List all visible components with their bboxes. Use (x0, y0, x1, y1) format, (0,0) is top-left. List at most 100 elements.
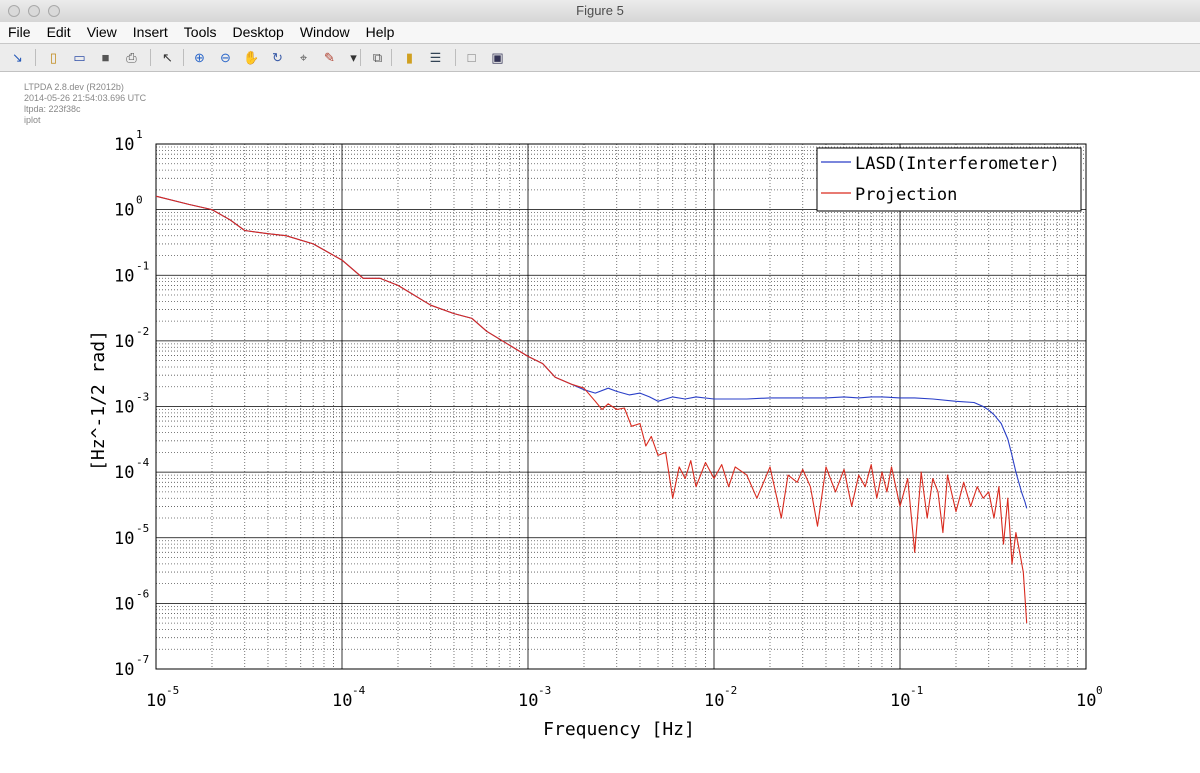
zoom-in-icon[interactable]: ⊕ (194, 50, 205, 65)
y-tick-label: 100 (114, 194, 143, 221)
y-tick-label: 10-1 (114, 259, 149, 286)
y-tick-label: 101 (114, 128, 143, 155)
y-tick-exponent: -5 (136, 522, 149, 535)
open-file-icon[interactable]: ▭ (73, 50, 86, 65)
pointer-icon[interactable]: ↖ (162, 50, 173, 65)
y-tick-exponent: -6 (136, 587, 149, 600)
x-tick-exponent: -3 (538, 684, 551, 697)
menu-view[interactable]: View (86, 24, 117, 40)
menu-window[interactable]: Window (299, 24, 350, 40)
x-tick-exponent: -1 (910, 684, 923, 697)
series-line-projection (155, 195, 1028, 624)
y-tick-label: 10-6 (114, 587, 149, 614)
show-tools-icon[interactable]: ▣ (491, 50, 504, 65)
chart-area[interactable]: 10-510-410-310-210-110010110010-110-210-… (0, 72, 1200, 773)
x-tick-exponent: -4 (352, 684, 366, 697)
y-tick-exponent: 1 (136, 128, 143, 141)
legend-box (816, 147, 1082, 212)
figure-toolbar: ↘ ▯ ▭ ■ ⎙ ↖ ⊕ ⊖ ✋ ↻ ⌖ ✎ ▾ ⧉ ▮ ☰ □ ▣ (0, 44, 1200, 72)
toolbar-separator (35, 49, 36, 66)
y-tick-base: 10 (114, 594, 134, 614)
arrow-icon[interactable]: ↘ (12, 50, 23, 65)
plot-info-stamp: LTPDA 2.8.dev (R2012b) 2014-05-26 21:54:… (24, 82, 146, 126)
x-tick-exponent: -5 (166, 684, 179, 697)
save-icon[interactable]: ■ (101, 50, 110, 65)
x-tick-base: 10 (518, 691, 538, 711)
info-line-function: iplot (24, 115, 41, 125)
menu-bar: File Edit View Insert Tools Desktop Wind… (0, 22, 1200, 44)
x-tick-label: 10-3 (518, 684, 551, 711)
x-tick-label: 10-2 (704, 684, 737, 711)
menu-edit[interactable]: Edit (46, 24, 71, 40)
toolbar-separator (183, 49, 184, 66)
colorbar-icon[interactable]: ▮ (405, 50, 414, 65)
minor-grid (156, 144, 1086, 669)
y-tick-exponent: -7 (136, 653, 149, 666)
menu-tools[interactable]: Tools (183, 24, 217, 40)
plot-frame (155, 143, 1087, 670)
y-tick-exponent: -1 (136, 259, 149, 272)
menu-file[interactable]: File (8, 24, 31, 40)
brush-icon[interactable]: ✎ (324, 50, 335, 65)
x-tick-label: 10-5 (146, 684, 179, 711)
window-titlebar: Figure 5 (0, 0, 1200, 23)
info-line-hash: ltpda: 223f38c (24, 104, 81, 114)
y-tick-label: 10-7 (114, 653, 149, 680)
pan-hand-icon[interactable]: ✋ (243, 50, 260, 65)
x-tick-exponent: 0 (1096, 684, 1103, 697)
y-tick-base: 10 (114, 398, 134, 418)
major-grid (155, 143, 1087, 670)
y-axis-label: [Hz^-1/2 rad] (88, 330, 109, 471)
info-line-version: LTPDA 2.8.dev (R2012b) (24, 82, 124, 92)
rotate-3d-icon[interactable]: ↻ (272, 50, 283, 65)
new-figure-icon[interactable]: ▯ (49, 50, 58, 65)
x-tick-label: 10-1 (890, 684, 923, 711)
y-tick-base: 10 (114, 135, 134, 155)
y-tick-label: 10-2 (114, 325, 149, 352)
toolbar-separator (455, 49, 456, 66)
close-window-icon[interactable] (8, 5, 20, 17)
menu-insert[interactable]: Insert (132, 24, 168, 40)
y-tick-label: 10-5 (114, 522, 149, 549)
window-title: Figure 5 (576, 3, 624, 18)
x-axis-label: Frequency [Hz] (543, 719, 695, 740)
link-plot-icon[interactable]: ⧉ (372, 50, 383, 65)
hide-tools-icon[interactable]: □ (467, 50, 476, 65)
menu-desktop[interactable]: Desktop (232, 24, 284, 40)
menu-help[interactable]: Help (365, 24, 395, 40)
y-tick-base: 10 (114, 463, 134, 483)
toolbar-separator (360, 49, 361, 66)
series-line-lasd (155, 195, 1028, 509)
x-tick-base: 10 (704, 691, 724, 711)
y-tick-base: 10 (114, 332, 134, 352)
minimize-window-icon[interactable] (28, 5, 40, 17)
x-tick-label: 10-4 (332, 684, 366, 711)
y-tick-exponent: -2 (136, 325, 149, 338)
x-tick-exponent: -2 (724, 684, 737, 697)
x-tick-base: 10 (1076, 691, 1096, 711)
x-tick-base: 10 (332, 691, 352, 711)
legend: LASD(Interferometer) Projection (816, 147, 1082, 212)
legend-entry: LASD(Interferometer) (855, 154, 1060, 174)
x-tick-base: 10 (890, 691, 910, 711)
legend-entry: Projection (855, 185, 957, 205)
legend-icon[interactable]: ☰ (429, 50, 442, 65)
y-tick-base: 10 (114, 529, 134, 549)
x-tick-base: 10 (146, 691, 166, 711)
zoom-out-icon[interactable]: ⊖ (220, 50, 231, 65)
toolbar-separator (150, 49, 151, 66)
y-tick-exponent: 0 (136, 194, 143, 207)
y-tick-base: 10 (114, 201, 134, 221)
x-tick-label: 100 (1076, 684, 1103, 711)
zoom-window-icon[interactable] (48, 5, 60, 17)
y-tick-exponent: -3 (136, 391, 149, 404)
y-tick-label: 10-3 (114, 391, 149, 418)
info-line-timestamp: 2014-05-26 21:54:03.696 UTC (24, 93, 147, 103)
toolbar-separator (391, 49, 392, 66)
y-tick-base: 10 (114, 660, 134, 680)
print-icon[interactable]: ⎙ (126, 50, 137, 65)
y-tick-label: 10-4 (114, 456, 150, 483)
dropdown-arrow-icon[interactable]: ▾ (350, 50, 357, 65)
figure-canvas: LTPDA 2.8.dev (R2012b) 2014-05-26 21:54:… (0, 72, 1200, 773)
data-cursor-icon[interactable]: ⌖ (299, 50, 308, 65)
